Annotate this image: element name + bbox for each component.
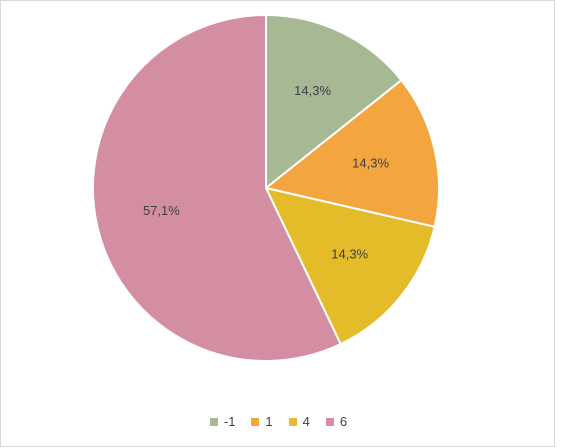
legend-label: -1 [223,414,236,429]
legend-item-6: 6 [325,414,348,429]
chart-area: 14,3% 14,3% 14,3% 57,1% -1 1 4 6 [0,0,555,447]
legend-item--1: -1 [209,414,236,429]
legend-swatch [251,417,260,426]
legend-item-4: 4 [288,414,310,429]
pie-slice--1 [265,13,403,191]
legend: -1 1 4 6 [1,414,556,429]
legend-swatch [325,417,334,426]
legend-label: 1 [265,414,273,429]
pie-slice-4 [264,186,436,346]
pie-slice-6 [92,13,342,362]
data-label-4: 14,3% [331,247,368,262]
legend-label: 6 [339,414,348,429]
data-label-1: 14,3% [352,156,389,171]
data-label-6: 57,1% [143,203,180,218]
pie-slice-1 [263,78,440,228]
legend-swatch [288,417,297,426]
legend-label: 4 [302,414,310,429]
data-label--1: 14,3% [294,83,331,98]
pie-chart: 14,3% 14,3% 14,3% 57,1% [92,13,440,362]
legend-swatch [209,417,218,426]
legend-item-1: 1 [251,414,273,429]
